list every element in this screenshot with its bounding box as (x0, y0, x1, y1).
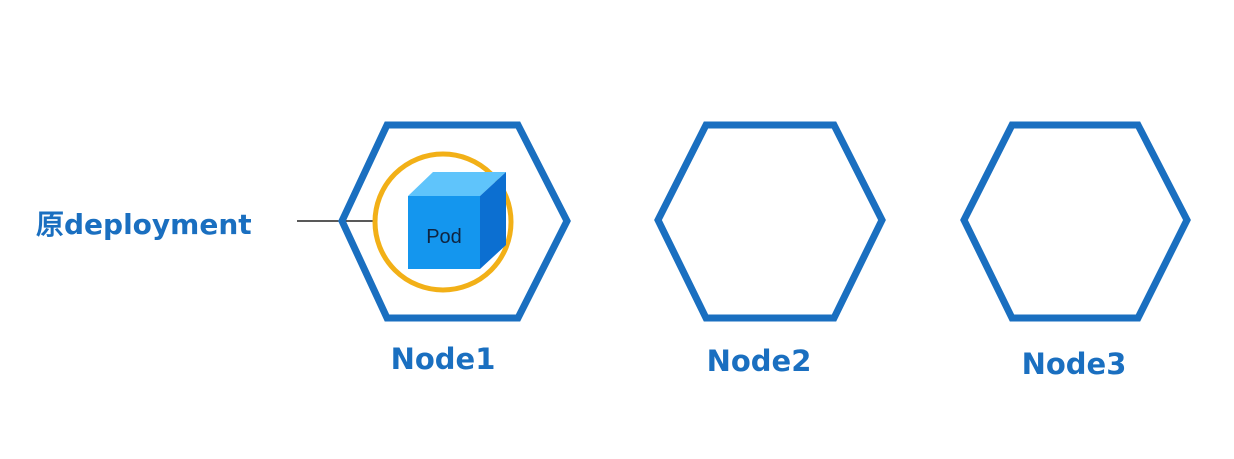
hexagon-icon (654, 121, 886, 322)
cube-icon (408, 172, 506, 269)
deployment-label: 原deployment (36, 208, 252, 241)
node-label: Node3 (1022, 347, 1127, 381)
pod-label: Pod (426, 226, 462, 248)
pod-ring (372, 151, 514, 293)
cube-front-face (408, 196, 480, 269)
node-label: Node1 (391, 342, 496, 376)
cube-top-face (408, 172, 506, 196)
node-2: Node2 (654, 121, 886, 378)
node-label: Node2 (707, 344, 812, 378)
node-3: Node3 (960, 121, 1191, 381)
cube-side-face (480, 172, 506, 269)
hexagon-icon (338, 121, 571, 322)
hexagon-icon (960, 121, 1191, 322)
node-1: Pod Node1 (338, 121, 571, 376)
pod: Pod (408, 172, 506, 269)
